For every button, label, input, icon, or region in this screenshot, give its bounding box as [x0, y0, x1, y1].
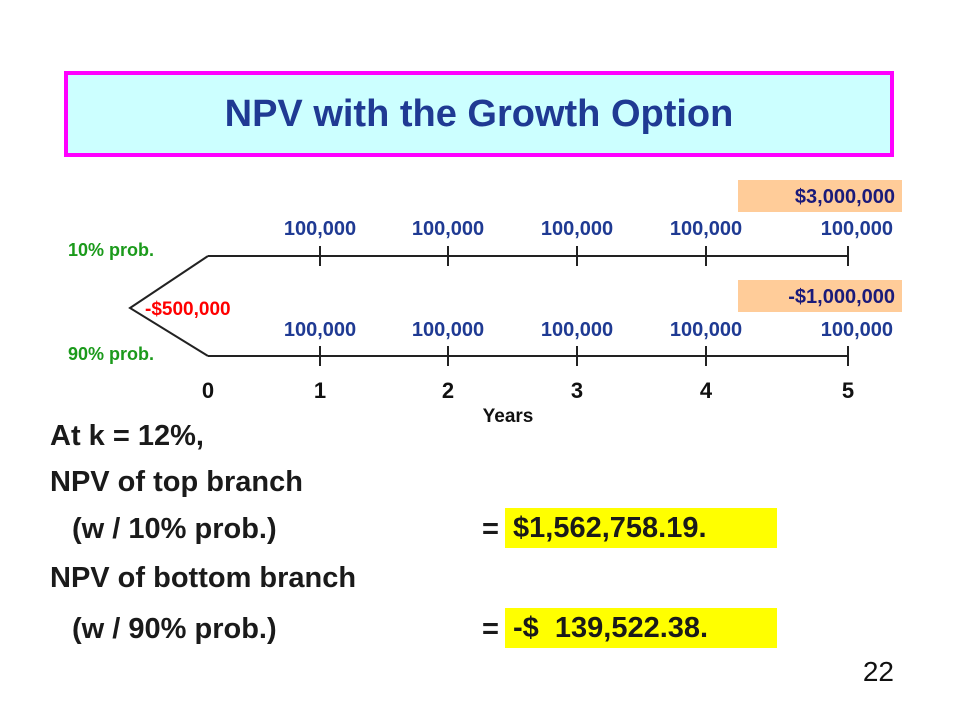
- top-cash-flow-5: 100,000: [821, 218, 893, 240]
- year-labels: 0 1 2 3 4 5: [202, 378, 854, 403]
- year-label-3: 3: [571, 378, 583, 403]
- year-label-5: 5: [842, 378, 854, 403]
- top-terminal-value: $3,000,000: [795, 186, 895, 208]
- top-cash-flow-4: 100,000: [670, 218, 742, 240]
- bottom-cash-flow-2: 100,000: [412, 319, 484, 341]
- rate-line: At k = 12%,: [50, 420, 204, 452]
- bottom-cash-flow-4: 100,000: [670, 319, 742, 341]
- top-npv-value: $1,562,758.19.: [505, 508, 777, 548]
- branch-connector: [128, 255, 209, 357]
- bottom-cash-flow-5: 100,000: [821, 319, 893, 341]
- page-number: 22: [862, 656, 894, 687]
- year-label-0: 0: [202, 378, 214, 403]
- year-label-1: 1: [314, 378, 326, 403]
- bottom-cash-flows: 100,000 100,000 100,000 100,000 100,000: [284, 319, 893, 341]
- bottom-cash-flow-3: 100,000: [541, 319, 613, 341]
- bottom-cash-flow-1: 100,000: [284, 319, 356, 341]
- bottom-terminal-box: [738, 280, 902, 312]
- title-box: NPV with the Growth Option: [64, 71, 894, 157]
- initial-outlay: -$500,000: [145, 299, 231, 320]
- bottom-terminal-value: -$1,000,000: [788, 286, 895, 308]
- top-prob-label: (w / 10% prob.): [72, 513, 277, 545]
- bottom-probability-label: 90% prob.: [68, 344, 154, 364]
- top-equals: =: [482, 513, 499, 545]
- year-label-4: 4: [700, 378, 713, 403]
- top-cash-flow-3: 100,000: [541, 218, 613, 240]
- top-branch-label: NPV of top branch: [50, 466, 303, 498]
- tick-marks: [319, 246, 849, 366]
- year-label-2: 2: [442, 378, 454, 403]
- top-terminal-box: [738, 180, 902, 212]
- top-cash-flow-2: 100,000: [412, 218, 484, 240]
- bottom-equals: =: [482, 613, 499, 645]
- bottom-npv-value: -$ 139,522.38.: [505, 608, 777, 648]
- top-probability-label: 10% prob.: [68, 240, 154, 260]
- axis-label-years: Years: [483, 406, 534, 427]
- top-cash-flow-1: 100,000: [284, 218, 356, 240]
- bottom-prob-label: (w / 90% prob.): [72, 613, 277, 645]
- top-cash-flows: 100,000 100,000 100,000 100,000 100,000: [284, 218, 893, 240]
- bottom-branch-label: NPV of bottom branch: [50, 562, 357, 594]
- slide-title: NPV with the Growth Option: [224, 92, 734, 135]
